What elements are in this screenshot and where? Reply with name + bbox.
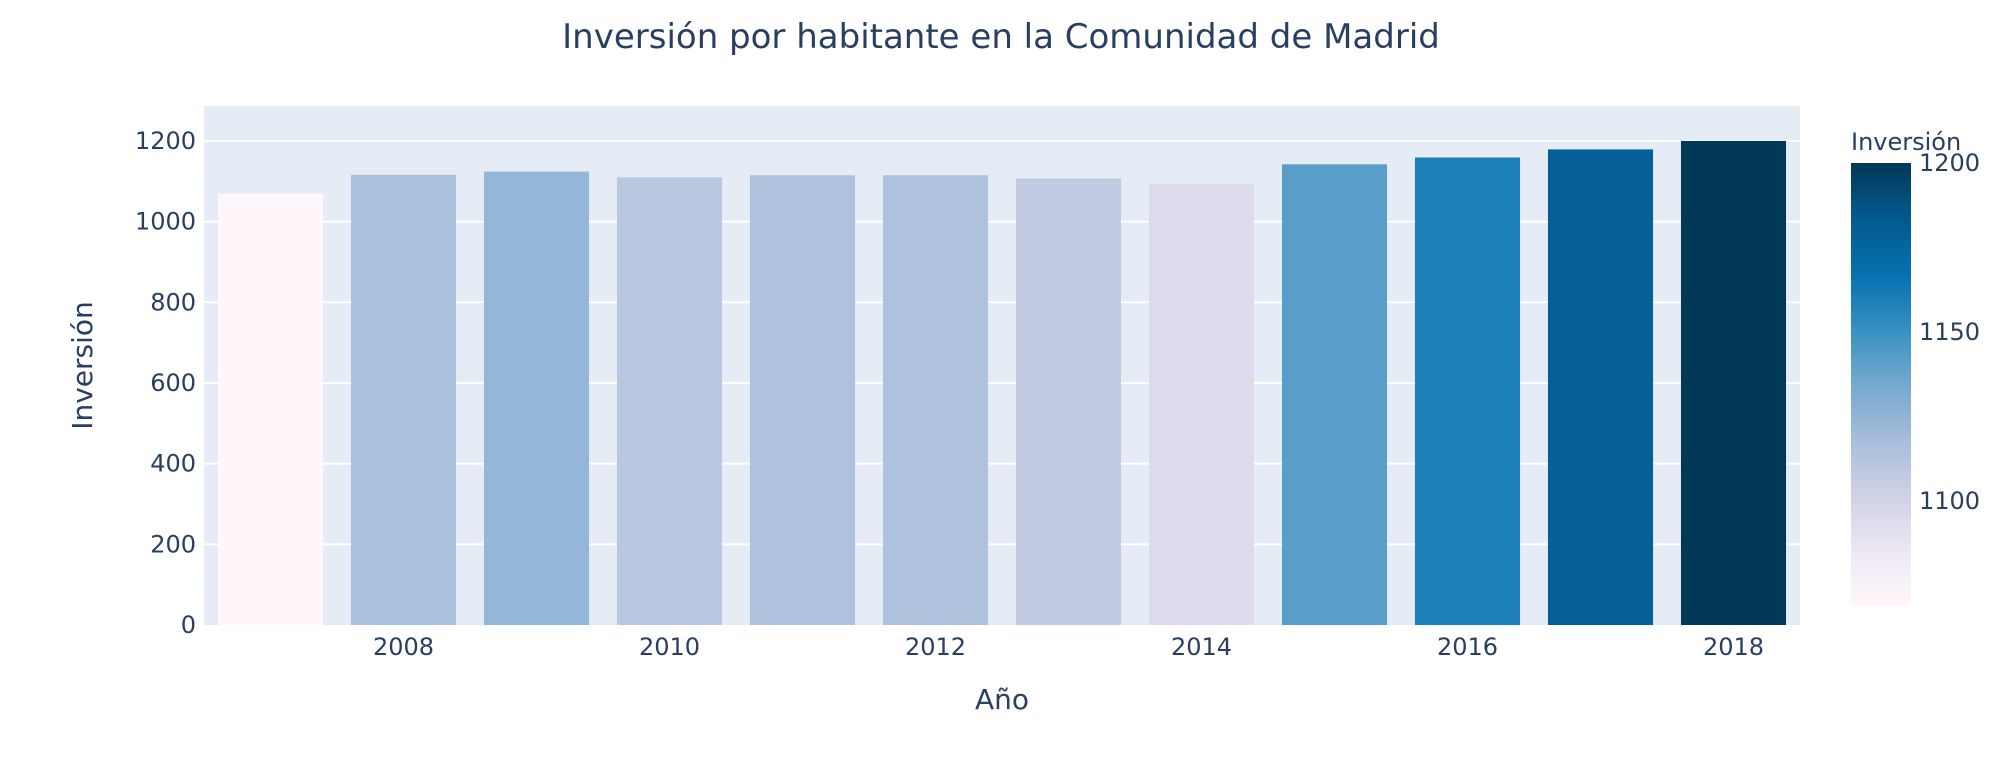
x-axis-ticks: 2008 2010 2012 2014 2016 2018 (373, 633, 1764, 661)
x-axis-title: Año (975, 683, 1029, 716)
colorbar-gradient (1851, 163, 1911, 606)
bar-2007 (217, 193, 324, 625)
bar-2018 (1680, 140, 1787, 625)
colorbar-ticks: 1100 1150 1200 (1919, 149, 1980, 515)
y-tick-label: 600 (150, 369, 196, 397)
colorbar-tick-label: 1100 (1919, 487, 1980, 515)
bar-2008 (350, 174, 457, 625)
colorbar-tick-label: 1200 (1919, 149, 1980, 177)
chart-title: Inversión por habitante en la Comunidad … (562, 17, 1440, 57)
y-tick-label: 400 (150, 450, 196, 478)
y-axis-title: Inversión (66, 301, 99, 430)
x-tick-label: 2010 (639, 633, 700, 661)
y-axis-ticks: 0 200 400 600 800 1000 1200 (135, 127, 196, 639)
bar-2014 (1148, 183, 1255, 625)
x-tick-label: 2016 (1437, 633, 1498, 661)
y-tick-label: 1000 (135, 208, 196, 236)
plot-area (204, 106, 1800, 625)
x-tick-label: 2008 (373, 633, 434, 661)
bar-2016 (1414, 157, 1521, 625)
y-tick-label: 1200 (135, 127, 196, 155)
bars (217, 140, 1787, 626)
bar-2011 (749, 175, 856, 625)
colorbar-tick-label: 1150 (1919, 318, 1980, 346)
bar-2015 (1281, 164, 1388, 625)
x-tick-label: 2018 (1703, 633, 1764, 661)
gridlines (204, 139, 1800, 546)
bar-2012 (882, 175, 989, 625)
y-tick-label: 0 (181, 611, 196, 639)
x-tick-label: 2012 (905, 633, 966, 661)
x-tick-label: 2014 (1171, 633, 1232, 661)
y-tick-label: 800 (150, 288, 196, 316)
colorbar-title: Inversión (1851, 128, 1961, 156)
colorbar: Inversión 1100 1150 1200 (1851, 128, 1980, 606)
y-tick-label: 200 (150, 530, 196, 558)
bar-2013 (1015, 178, 1122, 625)
bar-2017 (1547, 149, 1654, 625)
bar-2010 (616, 177, 723, 625)
bar-2009 (483, 171, 590, 626)
